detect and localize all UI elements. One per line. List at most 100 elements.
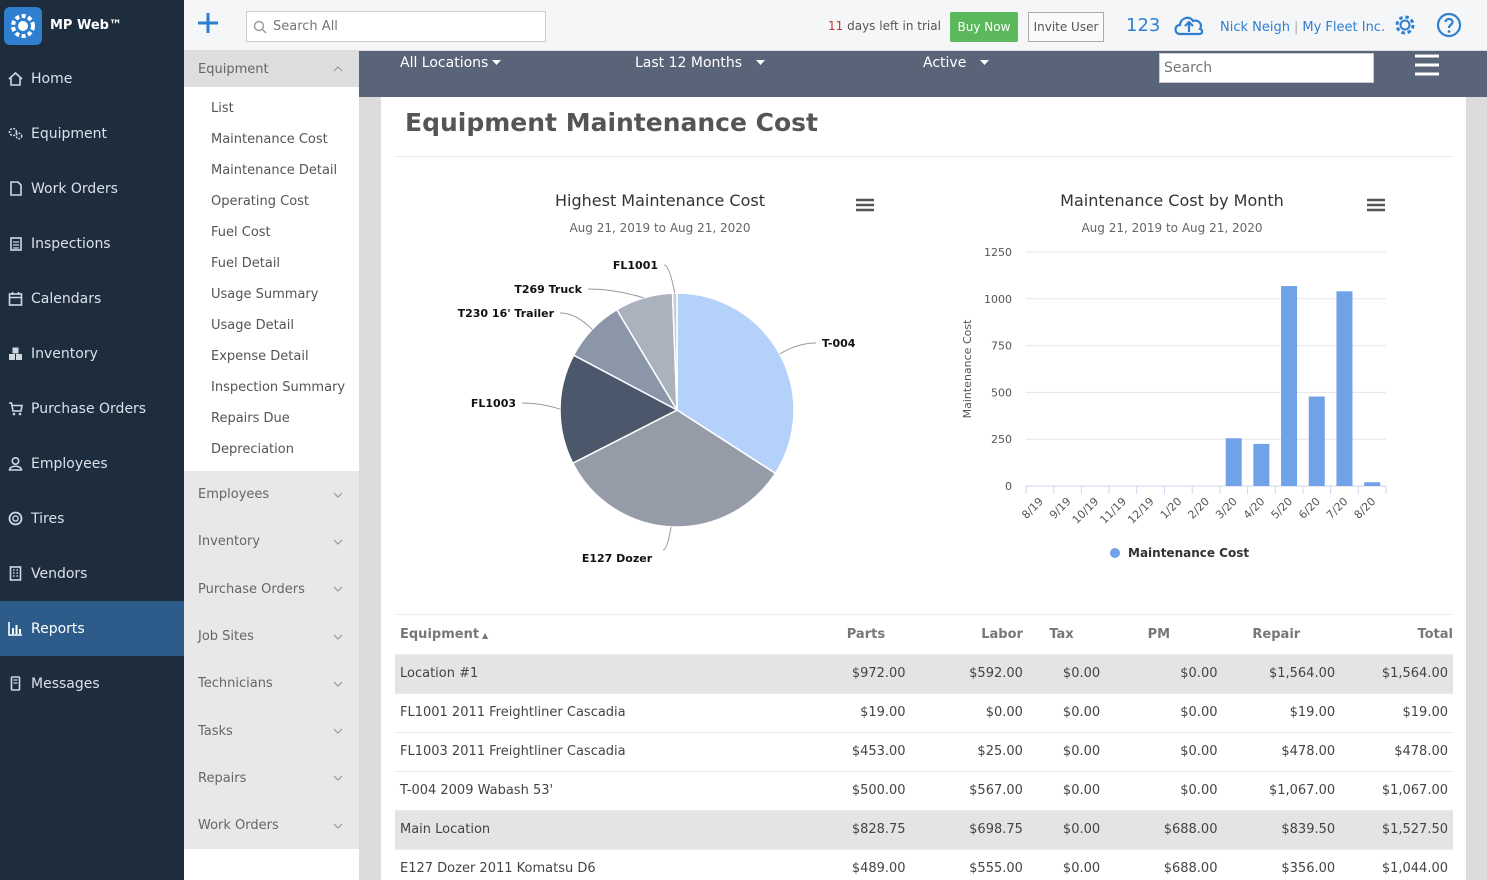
pie-slice-fl1003[interactable] <box>559 354 679 465</box>
column-header-tax[interactable]: Tax <box>1023 615 1100 654</box>
chevron-down-icon <box>333 823 343 829</box>
submenu-section-inventory[interactable]: Inventory <box>184 518 359 565</box>
submenu-section-job-sites[interactable]: Job Sites <box>184 613 359 660</box>
submenu-item-maintenance-detail[interactable]: Maintenance Detail <box>211 163 338 178</box>
nav-item-calendars[interactable]: Calendars <box>0 271 184 326</box>
nav-item-inventory[interactable]: Inventory <box>0 326 184 381</box>
submenu-item-usage-detail[interactable]: Usage Detail <box>211 318 294 333</box>
submenu-section-technicians[interactable]: Technicians <box>184 660 359 707</box>
page-title: Equipment Maintenance Cost <box>405 108 819 137</box>
gears-icon <box>8 127 23 140</box>
bar-4-20[interactable] <box>1253 443 1270 486</box>
period-filter[interactable]: Last 12 Months <box>635 55 766 71</box>
gear-icon[interactable] <box>1392 12 1418 38</box>
column-header-pm[interactable]: PM <box>1100 615 1217 654</box>
pie-slice-fl1001[interactable] <box>671 292 678 411</box>
submenu-item-inspection-summary[interactable]: Inspection Summary <box>211 380 346 395</box>
column-header-repair[interactable]: Repair <box>1217 615 1335 654</box>
submenu-item-maintenance-cost[interactable]: Maintenance Cost <box>211 132 328 147</box>
table-cell-pm: $0.00 <box>1100 653 1218 693</box>
bar-chart-subtitle: Aug 21, 2019 to Aug 21, 2020 <box>1081 221 1263 235</box>
table-cell-tax: $0.00 <box>1022 809 1101 849</box>
column-header-equipment[interactable]: Equipment ▲ <box>395 615 826 654</box>
nav-item-purchase-orders[interactable]: Purchase Orders <box>0 381 184 436</box>
pie-chart-menu-icon[interactable] <box>856 198 874 212</box>
nav-item-inspections[interactable]: Inspections <box>0 216 184 271</box>
submenu-item-operating-cost[interactable]: Operating Cost <box>211 194 310 209</box>
bar-8-20[interactable] <box>1364 482 1381 486</box>
bar-3-20[interactable] <box>1225 438 1242 486</box>
submenu-item-fuel-cost[interactable]: Fuel Cost <box>211 225 271 240</box>
y-axis-label: Maintenance Cost <box>961 319 974 418</box>
column-header-parts[interactable]: Parts <box>826 615 905 654</box>
bar-chart-menu-icon[interactable] <box>1367 198 1385 212</box>
nav-item-employees[interactable]: Employees <box>0 436 184 491</box>
filter-search-input[interactable] <box>1159 53 1374 83</box>
submenu-section-work-orders[interactable]: Work Orders <box>184 802 359 849</box>
submenu-section-purchase-orders[interactable]: Purchase Orders <box>184 566 359 613</box>
submenu-section-employees[interactable]: Employees <box>184 471 359 518</box>
location-filter[interactable]: All Locations <box>400 55 502 71</box>
legend-marker[interactable] <box>1110 548 1120 558</box>
table-row[interactable]: T-004 2009 Wabash 53' $500.00 $567.00 $0.00… <box>395 770 1453 810</box>
nav-item-tires[interactable]: Tires <box>0 491 184 546</box>
table-row[interactable]: FL1001 2011 Freightliner Cascadia $19.00 $… <box>395 692 1453 732</box>
submenu-section-tasks[interactable]: Tasks <box>184 707 359 754</box>
table-group-row[interactable]: Main Location $828.75 $698.75 $0.00 $688.00 $… <box>395 809 1453 849</box>
table-group-row[interactable]: Location #1 $972.00 $592.00 $0.00 $0.00 $1,56… <box>395 653 1453 693</box>
table-cell-tax: $0.00 <box>1022 653 1101 693</box>
status-filter[interactable]: Active <box>923 55 990 71</box>
table-cell-repair: $356.00 <box>1217 848 1336 880</box>
table-cell-repair: $19.00 <box>1217 692 1336 732</box>
nav-item-home[interactable]: Home <box>0 51 184 106</box>
submenu-item-list[interactable]: List <box>211 101 234 116</box>
cloud-upload-icon[interactable] <box>1172 12 1206 38</box>
nav-item-vendors[interactable]: Vendors <box>0 546 184 601</box>
app-logo[interactable]: MP Web™ <box>0 0 184 51</box>
help-icon[interactable] <box>1436 12 1462 38</box>
pie-data-label: T269 Truck <box>514 283 582 296</box>
user-name-link[interactable]: Nick Neigh <box>1220 20 1290 35</box>
bar-6-20[interactable] <box>1308 396 1325 486</box>
global-search-box[interactable] <box>246 11 546 42</box>
submenu-item-usage-summary[interactable]: Usage Summary <box>211 287 319 302</box>
submenu-item-expense-detail[interactable]: Expense Detail <box>211 349 309 364</box>
buy-now-button[interactable]: Buy Now <box>950 12 1018 42</box>
table-row[interactable]: FL1003 2011 Freightliner Cascadia $453.00… <box>395 731 1453 771</box>
table-cell-repair: $1,564.00 <box>1217 653 1336 693</box>
hamburger-menu-icon[interactable] <box>1415 53 1439 77</box>
submenu-section-repairs[interactable]: Repairs <box>184 755 359 802</box>
global-search-input[interactable] <box>273 19 533 34</box>
legend-label[interactable]: Maintenance Cost <box>1128 546 1249 560</box>
nav-item-work-orders[interactable]: Work Orders <box>0 161 184 216</box>
x-tick-label: 6/20 <box>1296 495 1323 522</box>
add-icon[interactable] <box>196 11 220 35</box>
submenu-item-fuel-detail[interactable]: Fuel Detail <box>211 256 281 271</box>
column-header-label: PM <box>1147 626 1171 642</box>
bar-7-20[interactable] <box>1336 291 1353 486</box>
y-tick-label: 1250 <box>984 246 1012 259</box>
nav-item-reports[interactable]: Reports <box>0 601 184 656</box>
invite-user-button[interactable]: Invite User <box>1028 12 1104 42</box>
submenu-section-equipment[interactable]: Equipment <box>184 51 359 87</box>
nav-item-label: Home <box>31 70 73 87</box>
company-link[interactable]: My Fleet Inc. <box>1302 20 1386 35</box>
notification-count[interactable]: 123 <box>1126 15 1161 36</box>
submenu-section-label: Employees <box>198 487 270 503</box>
table-cell-equipment: Main Location <box>395 809 827 849</box>
calendar-icon <box>8 292 23 306</box>
column-header-labor[interactable]: Labor <box>906 615 1023 654</box>
table-row[interactable]: E127 Dozer 2011 Komatsu D6 $489.00 $555.00… <box>395 848 1453 880</box>
nav-item-messages[interactable]: Messages <box>0 656 184 711</box>
bar-5-20[interactable] <box>1281 286 1298 486</box>
nav-item-label: Employees <box>31 455 108 472</box>
x-tick-label: 8/19 <box>1019 495 1046 522</box>
column-header-total[interactable]: Total <box>1335 615 1453 654</box>
x-tick-label: 8/20 <box>1352 495 1379 522</box>
submenu-item-depreciation[interactable]: Depreciation <box>211 442 294 457</box>
submenu-item-repairs-due[interactable]: Repairs Due <box>211 411 290 426</box>
table-cell-pm: $688.00 <box>1100 848 1218 880</box>
table-cell-parts: $828.75 <box>826 809 906 849</box>
nav-item-equipment[interactable]: Equipment <box>0 106 184 161</box>
